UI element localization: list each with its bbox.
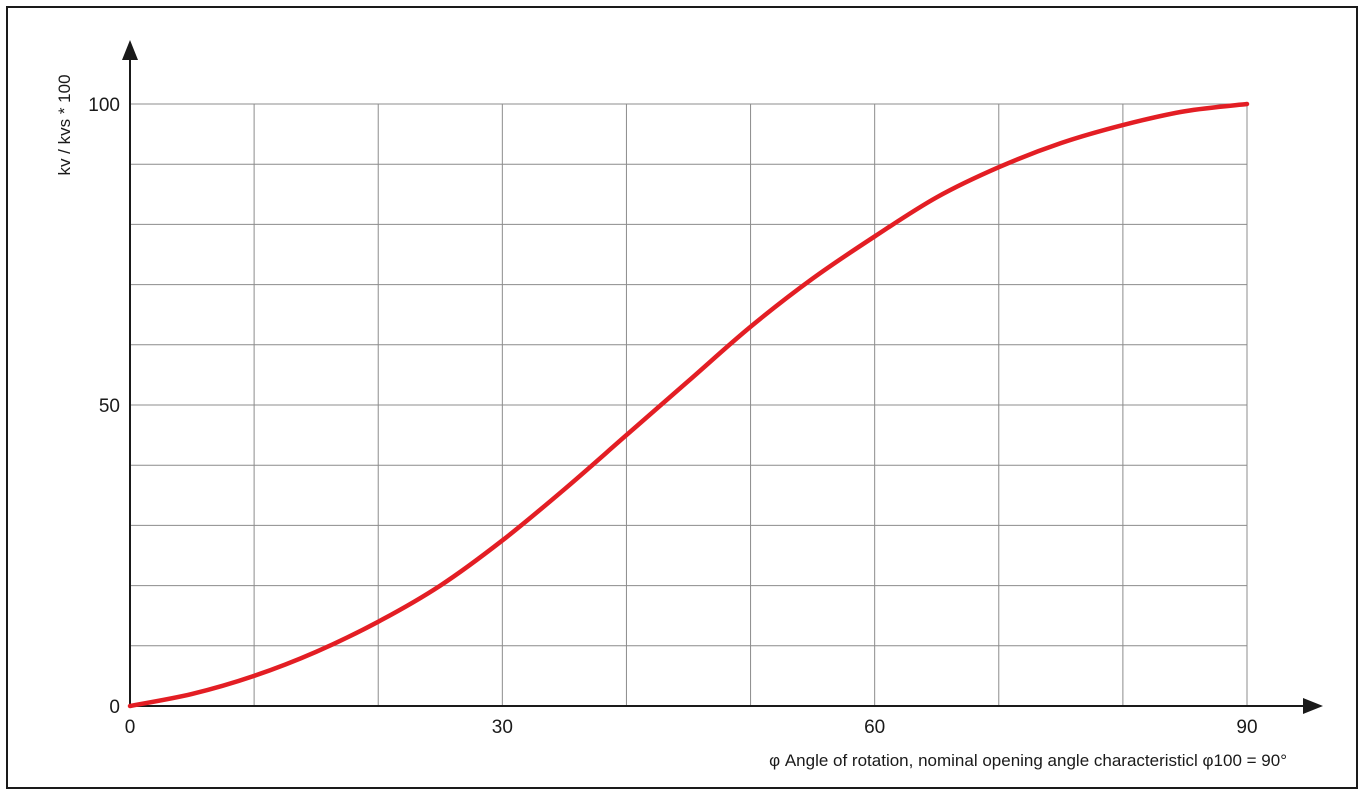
x-tick-label: 30 xyxy=(492,717,513,738)
y-axis-label: kv / kvs * 100 xyxy=(55,74,74,175)
y-tick-label: 100 xyxy=(88,95,120,116)
x-axis-arrow xyxy=(1303,698,1323,714)
x-tick-label: 0 xyxy=(125,717,136,738)
x-axis-label: φ Angle of rotation, nominal opening ang… xyxy=(769,751,1287,770)
x-tick-label: 60 xyxy=(864,717,885,738)
y-axis-arrow xyxy=(122,40,138,60)
grid xyxy=(130,103,1248,706)
chart-frame xyxy=(6,6,1358,789)
axes xyxy=(122,40,1323,714)
x-tick-label: 90 xyxy=(1236,717,1257,738)
y-tick-label: 0 xyxy=(109,697,120,718)
y-tick-label: 50 xyxy=(99,396,120,417)
series-layer xyxy=(127,101,1250,709)
series-line xyxy=(127,101,1250,709)
tick-labels: 0 30 60 90 0 50 100 xyxy=(88,95,1257,738)
